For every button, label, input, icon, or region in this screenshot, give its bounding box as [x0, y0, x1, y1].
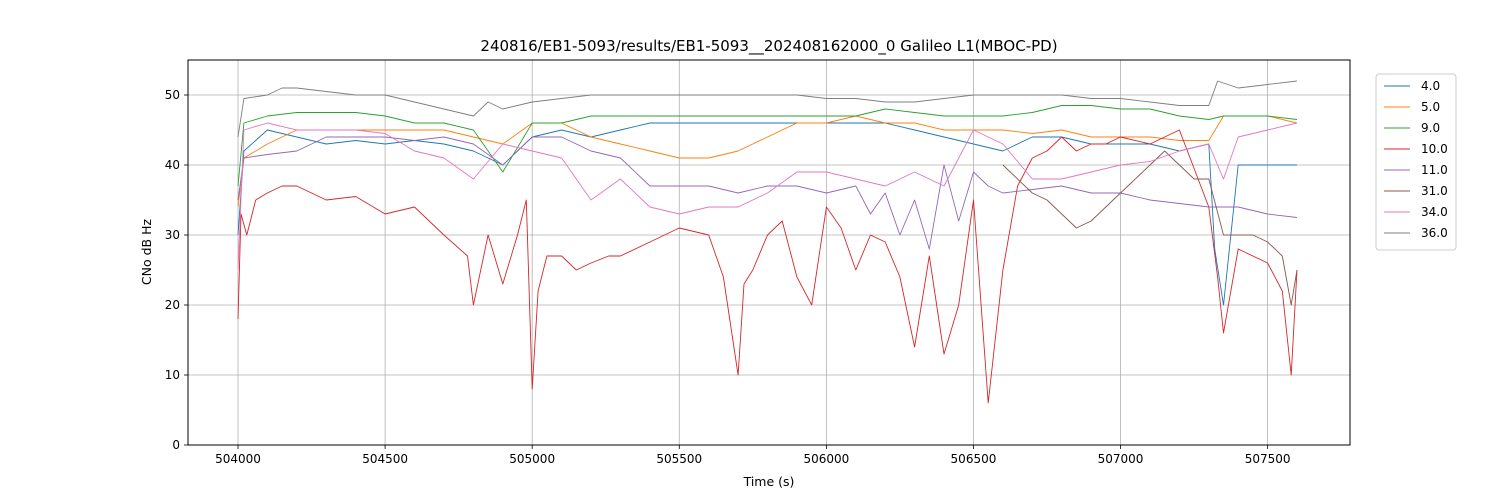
series-line-5.0: [237, 115, 1298, 208]
legend-label: 5.0: [1421, 100, 1440, 114]
gridlines: [188, 60, 1350, 446]
series-line-31.0: [1002, 150, 1298, 306]
legend-label: 31.0: [1421, 184, 1448, 198]
series-line-10.0: [237, 129, 1298, 404]
legend-label: 34.0: [1421, 205, 1448, 219]
series-line-9.0: [237, 105, 1298, 187]
series-line-34.0: [237, 122, 1298, 271]
series-line-11.0: [237, 136, 1298, 250]
x-tick-label: 505000: [509, 452, 555, 466]
legend-label: 11.0: [1421, 163, 1448, 177]
legend-label: 9.0: [1421, 121, 1440, 135]
x-tick-label: 506000: [803, 452, 849, 466]
y-tick-label: 20: [165, 298, 180, 312]
y-axis-label: CNo dB Hz: [139, 218, 154, 285]
y-tick-label: 10: [165, 368, 180, 382]
x-axis: 504000 504500 505000 505500 506000 506500 5070…: [215, 445, 1291, 466]
y-tick-label: 50: [165, 88, 180, 102]
legend-label: 36.0: [1421, 226, 1448, 240]
plot-frame: [187, 59, 1351, 446]
x-tick-label: 504500: [362, 452, 408, 466]
x-tick-label: 504000: [215, 452, 261, 466]
legend-label: 4.0: [1421, 79, 1440, 93]
legend: 4.0 5.0 9.0 10.0 11.0 31.0 34.0 36.0: [1375, 73, 1457, 251]
x-axis-label: Time (s): [743, 474, 795, 489]
legend-box: [1375, 73, 1457, 251]
series-line-36.0: [237, 80, 1298, 138]
y-tick-label: 30: [165, 228, 180, 242]
y-tick-label: 40: [165, 158, 180, 172]
y-axis: 0 10 20 30 40 50: [165, 88, 188, 452]
series-lines: [237, 80, 1298, 404]
legend-label: 10.0: [1421, 142, 1448, 156]
y-tick-label: 0: [172, 438, 180, 452]
chart-title: 240816/EB1-5093/results/EB1-5093__202408…: [480, 37, 1057, 56]
x-tick-label: 507500: [1245, 452, 1291, 466]
x-tick-label: 506500: [951, 452, 997, 466]
x-tick-label: 507000: [1098, 452, 1144, 466]
series-line-4.0: [237, 122, 1297, 306]
x-tick-label: 505500: [656, 452, 702, 466]
